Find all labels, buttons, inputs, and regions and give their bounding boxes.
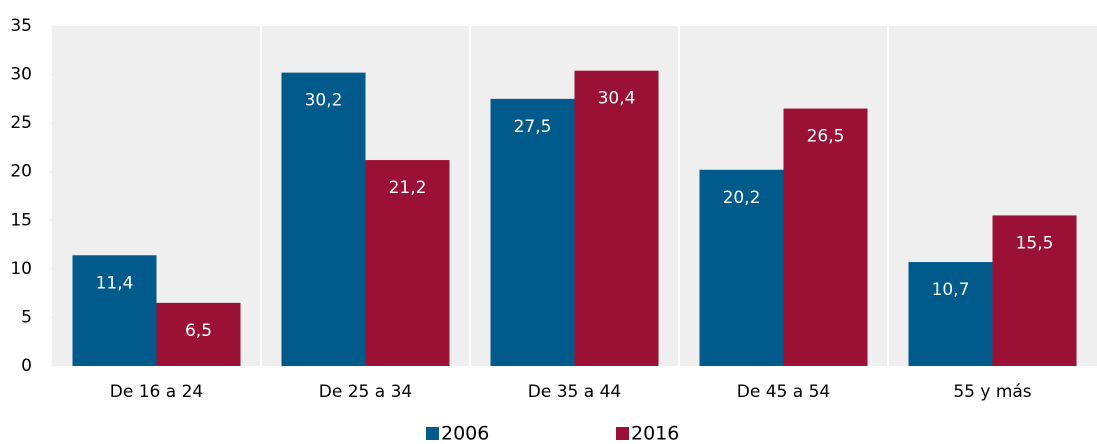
legend-label: 2006 — [441, 423, 489, 444]
y-tick-label: 10 — [10, 259, 32, 279]
value-label: 15,5 — [1016, 233, 1054, 253]
value-label: 27,5 — [514, 117, 552, 137]
bar — [908, 262, 993, 366]
x-tick-label: De 16 a 24 — [110, 382, 203, 402]
x-tick-label: 55 y más — [953, 382, 1031, 402]
value-label: 30,4 — [598, 89, 636, 109]
value-label: 20,2 — [723, 188, 761, 208]
y-tick-label: 35 — [10, 16, 32, 36]
y-tick-label: 5 — [21, 307, 32, 327]
value-label: 21,2 — [389, 178, 427, 198]
bar — [699, 169, 784, 366]
value-label: 26,5 — [807, 127, 845, 147]
value-label: 30,2 — [305, 91, 343, 111]
legend-label: 2016 — [631, 423, 679, 444]
bar — [992, 215, 1077, 366]
bar — [72, 255, 157, 366]
legend-swatch — [616, 427, 629, 440]
y-tick-label: 30 — [10, 65, 32, 85]
y-tick-label: 0 — [21, 356, 32, 376]
bar — [783, 108, 868, 367]
bar — [156, 302, 241, 366]
bar — [281, 72, 366, 366]
x-tick-label: De 35 a 44 — [528, 382, 621, 402]
bar — [365, 160, 450, 366]
bar — [490, 98, 575, 366]
x-tick-label: De 25 a 34 — [319, 382, 412, 402]
bar — [574, 70, 659, 366]
x-tick-label: De 45 a 54 — [737, 382, 830, 402]
y-tick-label: 20 — [10, 162, 32, 182]
y-tick-label: 25 — [10, 113, 32, 133]
legend-swatch — [426, 427, 439, 440]
value-label: 10,7 — [932, 280, 970, 300]
value-label: 6,5 — [185, 321, 212, 341]
value-label: 11,4 — [96, 273, 134, 293]
y-tick-label: 15 — [10, 210, 32, 230]
